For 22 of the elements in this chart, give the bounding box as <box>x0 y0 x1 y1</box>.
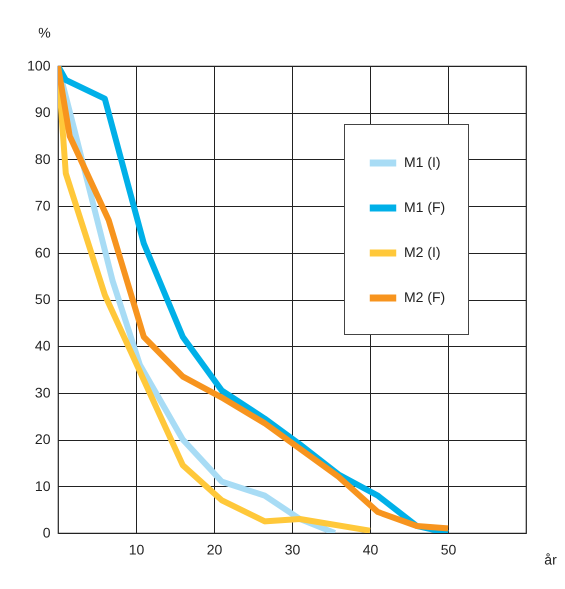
y-tick-label: 30 <box>34 384 51 400</box>
y-tick-label: 0 <box>42 524 51 540</box>
x-axis-title: år <box>544 552 558 568</box>
y-axis-title: % <box>38 24 51 40</box>
legend-label: M2 (F) <box>404 289 446 305</box>
y-tick-label: 70 <box>34 198 51 214</box>
y-tick-label: 40 <box>34 338 51 354</box>
x-tick-label: 30 <box>284 542 300 558</box>
y-tick-label: 100 <box>27 58 51 74</box>
y-tick-label: 50 <box>34 291 51 307</box>
y-tick-label: 90 <box>34 104 51 120</box>
y-tick-label: 10 <box>34 478 51 494</box>
x-tick-label: 20 <box>206 542 222 558</box>
legend-label: M2 (I) <box>404 244 441 260</box>
x-tick-label: 50 <box>440 542 456 558</box>
y-tick-label: 80 <box>34 150 51 167</box>
legend-label: M1 (F) <box>404 199 446 215</box>
y-tick-label: 60 <box>34 244 51 260</box>
y-tick-label: 20 <box>34 431 51 448</box>
x-tick-label: 10 <box>128 542 144 558</box>
legend-label: M1 (I) <box>404 154 441 170</box>
x-tick-label: 40 <box>362 542 378 558</box>
